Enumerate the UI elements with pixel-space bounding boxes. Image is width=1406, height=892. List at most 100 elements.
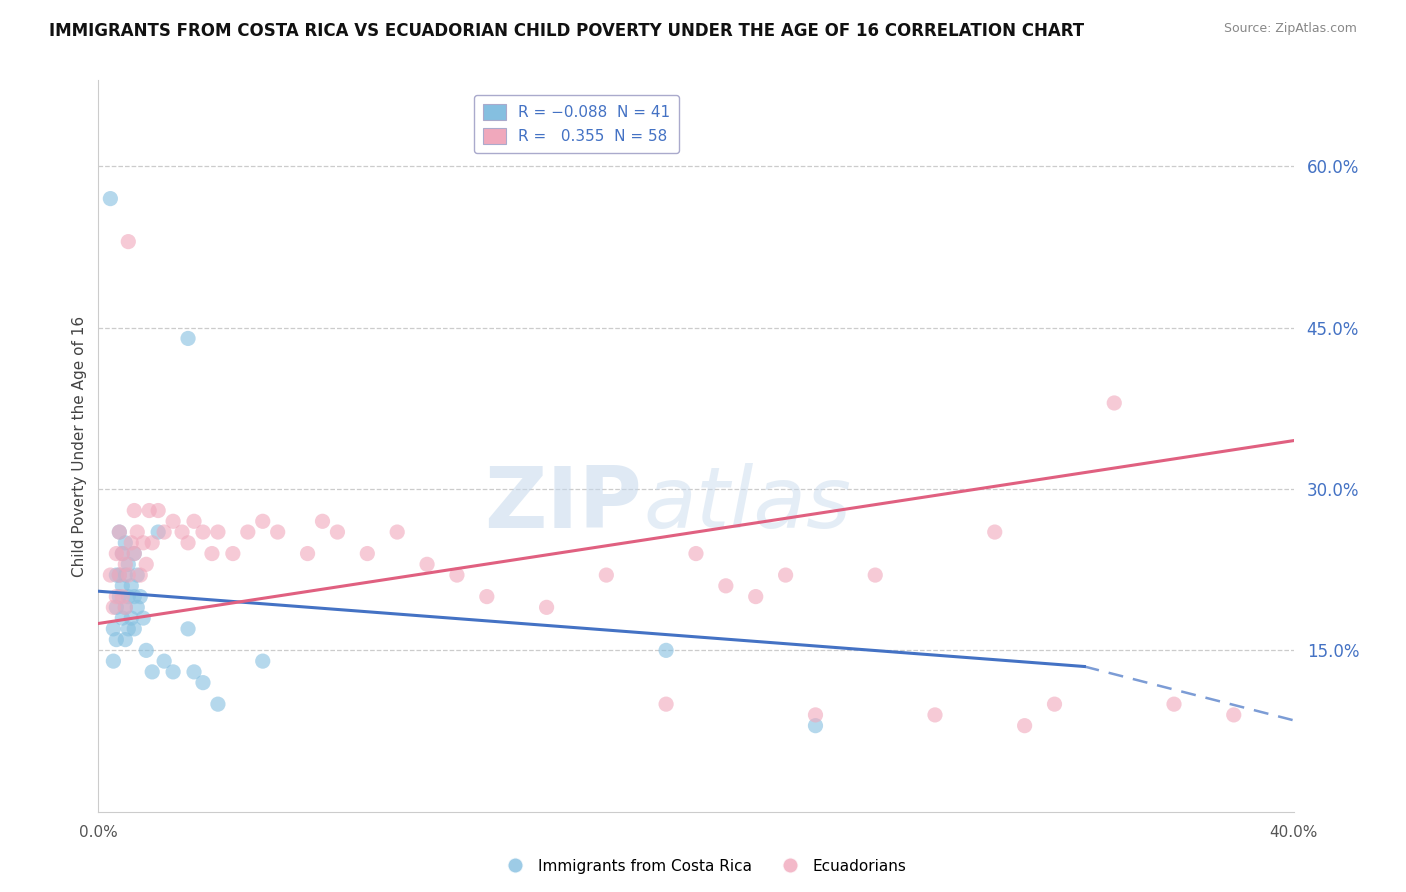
Point (103, 654, 125, 668)
Point (236, 524, 259, 539)
Point (98, 192, 122, 206)
Point (191, 524, 214, 539)
Point (120, 611, 142, 625)
Point (311, 514, 333, 528)
Point (252, 654, 274, 668)
Point (446, 568, 468, 582)
Point (177, 622, 200, 636)
Point (132, 536, 155, 550)
Point (114, 568, 136, 582)
Point (153, 524, 176, 539)
Point (105, 568, 128, 582)
Point (191, 675, 214, 690)
Point (124, 503, 146, 517)
Point (356, 547, 378, 561)
Point (177, 536, 200, 550)
Point (135, 558, 157, 572)
Point (172, 524, 194, 539)
Point (120, 579, 142, 593)
Point (138, 503, 160, 517)
Point (103, 600, 125, 615)
Point (267, 524, 290, 539)
Point (117, 558, 139, 572)
Point (108, 524, 131, 539)
Point (865, 568, 887, 582)
Point (111, 590, 134, 604)
Point (105, 590, 128, 604)
Point (117, 568, 139, 582)
Point (1223, 707, 1246, 722)
Point (124, 622, 146, 636)
Point (714, 579, 737, 593)
Point (148, 503, 170, 517)
Point (153, 654, 176, 668)
Point (111, 547, 134, 561)
Point (111, 579, 134, 593)
Point (536, 600, 558, 615)
Point (207, 524, 229, 539)
Point (1104, 396, 1126, 410)
Point (129, 568, 152, 582)
Point (108, 568, 131, 582)
Point (105, 600, 128, 615)
Point (111, 547, 134, 561)
Point (162, 665, 184, 679)
Point (1163, 697, 1185, 711)
Point (105, 547, 128, 561)
Point (745, 590, 768, 604)
Point (804, 719, 827, 733)
Point (183, 514, 205, 528)
Point (135, 643, 157, 657)
Point (117, 235, 139, 249)
Text: atlas: atlas (644, 463, 852, 546)
Point (114, 600, 136, 615)
Point (595, 568, 617, 582)
Point (124, 547, 146, 561)
Point (177, 331, 200, 345)
Point (326, 524, 349, 539)
Point (108, 568, 131, 582)
Point (127, 524, 149, 539)
Point (108, 524, 131, 539)
Point (201, 547, 224, 561)
Point (127, 600, 149, 615)
Point (685, 547, 707, 561)
Point (105, 632, 128, 647)
Point (984, 524, 1007, 539)
Text: IMMIGRANTS FROM COSTA RICA VS ECUADORIAN CHILD POVERTY UNDER THE AGE OF 16 CORRE: IMMIGRANTS FROM COSTA RICA VS ECUADORIAN… (49, 22, 1084, 40)
Point (129, 590, 152, 604)
Point (117, 590, 139, 604)
Point (207, 697, 229, 711)
Point (127, 568, 149, 582)
Point (141, 536, 163, 550)
Point (475, 590, 498, 604)
Point (162, 514, 184, 528)
Point (108, 590, 131, 604)
Point (183, 665, 205, 679)
Legend: R = −0.088  N = 41, R =   0.355  N = 58: R = −0.088 N = 41, R = 0.355 N = 58 (474, 95, 679, 153)
Point (297, 547, 319, 561)
Point (114, 558, 136, 572)
Point (1014, 719, 1036, 733)
Point (114, 632, 136, 647)
Point (103, 622, 125, 636)
Point (222, 547, 245, 561)
Point (111, 611, 134, 625)
Point (124, 590, 146, 604)
Point (775, 568, 797, 582)
Point (114, 600, 136, 615)
Point (655, 697, 678, 711)
Point (924, 707, 946, 722)
Text: Source: ZipAtlas.com: Source: ZipAtlas.com (1223, 22, 1357, 36)
Point (124, 547, 146, 561)
Point (1043, 697, 1066, 711)
Text: ZIP: ZIP (485, 463, 643, 546)
Point (252, 514, 274, 528)
Point (132, 611, 155, 625)
Point (385, 524, 409, 539)
Point (148, 524, 170, 539)
Point (98, 568, 122, 582)
Point (804, 707, 827, 722)
Point (117, 622, 139, 636)
Legend: Immigrants from Costa Rica, Ecuadorians: Immigrants from Costa Rica, Ecuadorians (494, 853, 912, 880)
